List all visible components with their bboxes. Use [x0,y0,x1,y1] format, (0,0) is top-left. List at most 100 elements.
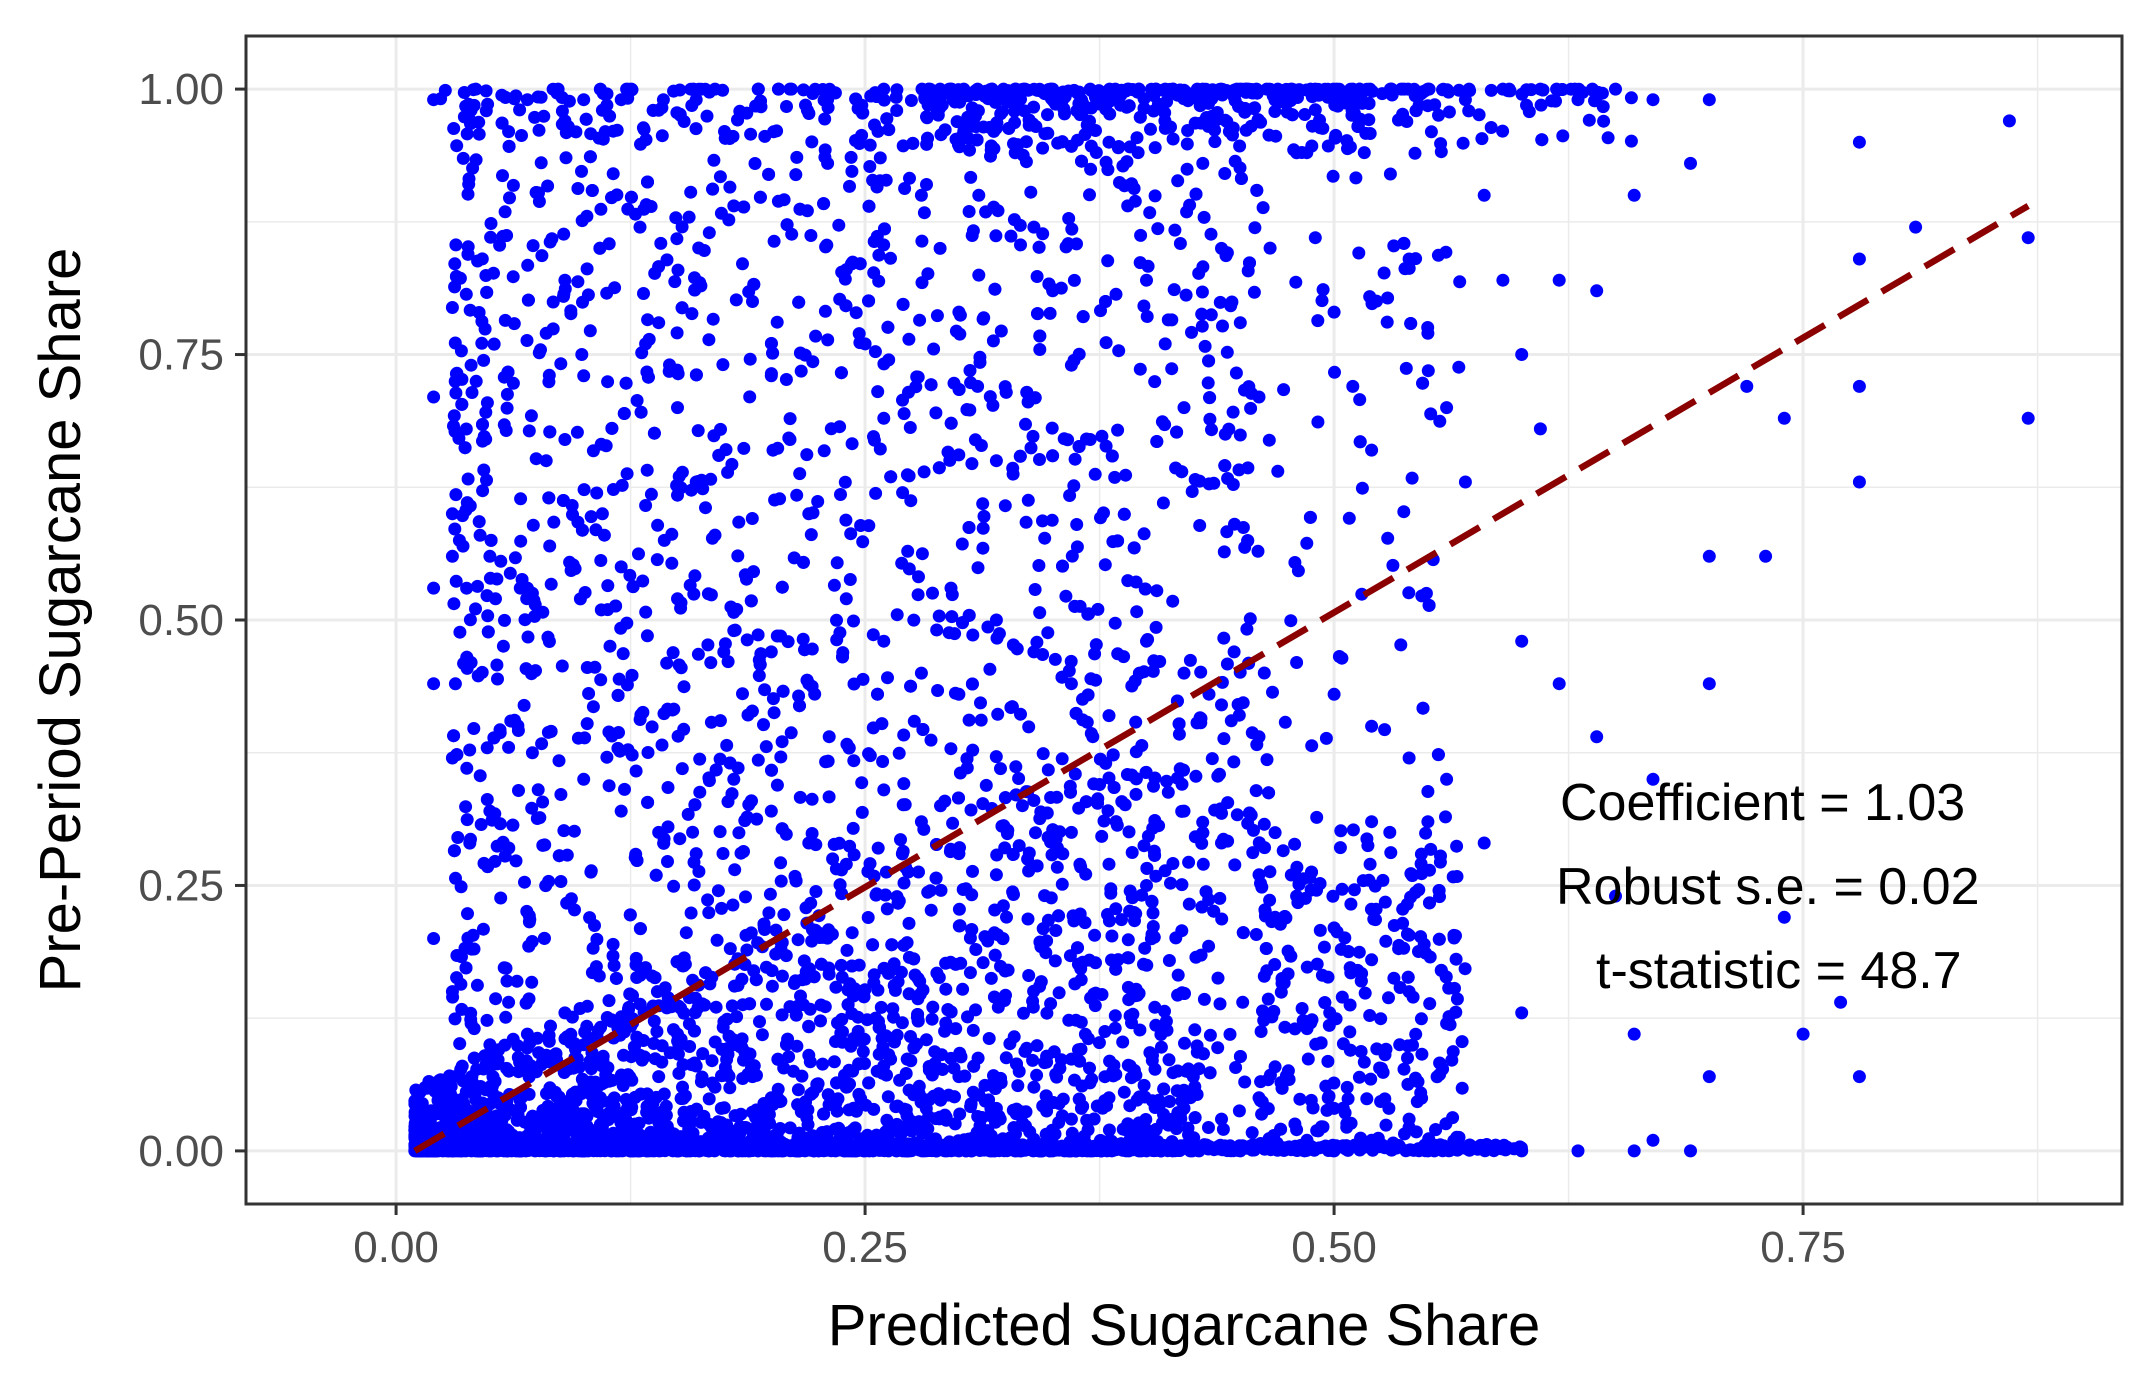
data-point [1229,1061,1243,1074]
data-point [591,1105,605,1119]
data-point [1300,536,1314,550]
data-point [854,1092,868,1106]
data-point [1154,1040,1168,1054]
data-point [1185,485,1199,498]
data-point [908,968,922,982]
data-point [1414,1012,1428,1026]
data-point [764,645,778,659]
data-point [1095,829,1109,843]
data-point [1419,826,1433,840]
data-point [716,358,730,372]
data-point [1213,891,1227,905]
data-point [671,263,685,277]
data-point [753,1015,766,1029]
data-point [1137,299,1151,313]
data-point [1322,1018,1336,1032]
data-point [633,968,647,982]
data-point [544,577,558,591]
data-point [475,336,489,350]
data-point [1168,223,1182,237]
data-point [1115,795,1129,809]
data-point [1300,960,1314,974]
data-point [578,586,592,599]
data-point [713,170,727,184]
data-point [1432,108,1445,122]
data-point [971,561,985,575]
data-point [1256,201,1270,215]
data-point [685,99,699,112]
data-point [1174,1112,1188,1126]
data-point [1146,664,1160,678]
data-point [460,813,474,827]
data-point [953,95,967,109]
data-point [716,83,730,97]
data-point [513,103,527,117]
data-point [580,661,594,674]
data-point [897,777,911,791]
data-point [1424,407,1438,421]
data-point [845,164,859,178]
data-point [1017,1006,1030,1020]
data-point [1182,897,1196,911]
data-point [771,1082,785,1096]
data-point [1226,405,1240,419]
data-point [679,926,693,940]
data-point [1380,315,1394,329]
data-point [534,343,547,357]
data-point [1315,294,1329,308]
data-point [790,150,804,164]
data-point [1203,1028,1217,1042]
data-point [856,672,870,686]
data-point [473,769,487,783]
data-point [514,534,528,548]
data-point [1127,182,1141,195]
data-point [767,706,781,720]
data-point [838,475,852,489]
data-point [584,510,598,524]
data-point [1148,375,1162,389]
data-point [836,1025,849,1039]
data-point [520,334,534,347]
data-point [1352,1070,1366,1084]
data-point [816,1057,830,1071]
data-point [822,730,836,744]
data-point [1262,433,1276,447]
data-point [1166,594,1180,608]
data-point [1033,453,1046,466]
data-point [454,977,468,991]
data-point [884,1052,898,1066]
data-point [1549,94,1562,108]
data-point [1156,496,1170,510]
data-point [449,386,463,400]
data-point [1215,1112,1228,1126]
data-point [805,827,819,840]
data-point [989,868,1003,882]
data-point [1148,189,1162,203]
data-point [1166,857,1180,870]
data-point [474,818,488,831]
data-point [1342,511,1356,525]
data-point [832,1121,846,1135]
data-point [1027,100,1041,114]
data-point [867,1102,881,1116]
data-point [1601,131,1615,145]
data-point [743,390,757,404]
data-point [1233,139,1247,153]
data-point [1365,443,1379,457]
data-point [670,326,684,340]
data-point [623,568,637,582]
data-point [1412,945,1425,958]
data-point [655,129,669,143]
data-point [1308,103,1322,117]
data-point [1440,772,1454,786]
data-point [955,537,969,551]
data-point [880,902,894,916]
data-point [954,956,968,970]
data-point [1378,723,1392,737]
data-point [571,731,585,745]
data-point [1335,882,1349,896]
data-point [946,816,960,830]
data-point [1356,874,1370,888]
data-point [674,596,688,610]
data-point [802,1019,816,1033]
